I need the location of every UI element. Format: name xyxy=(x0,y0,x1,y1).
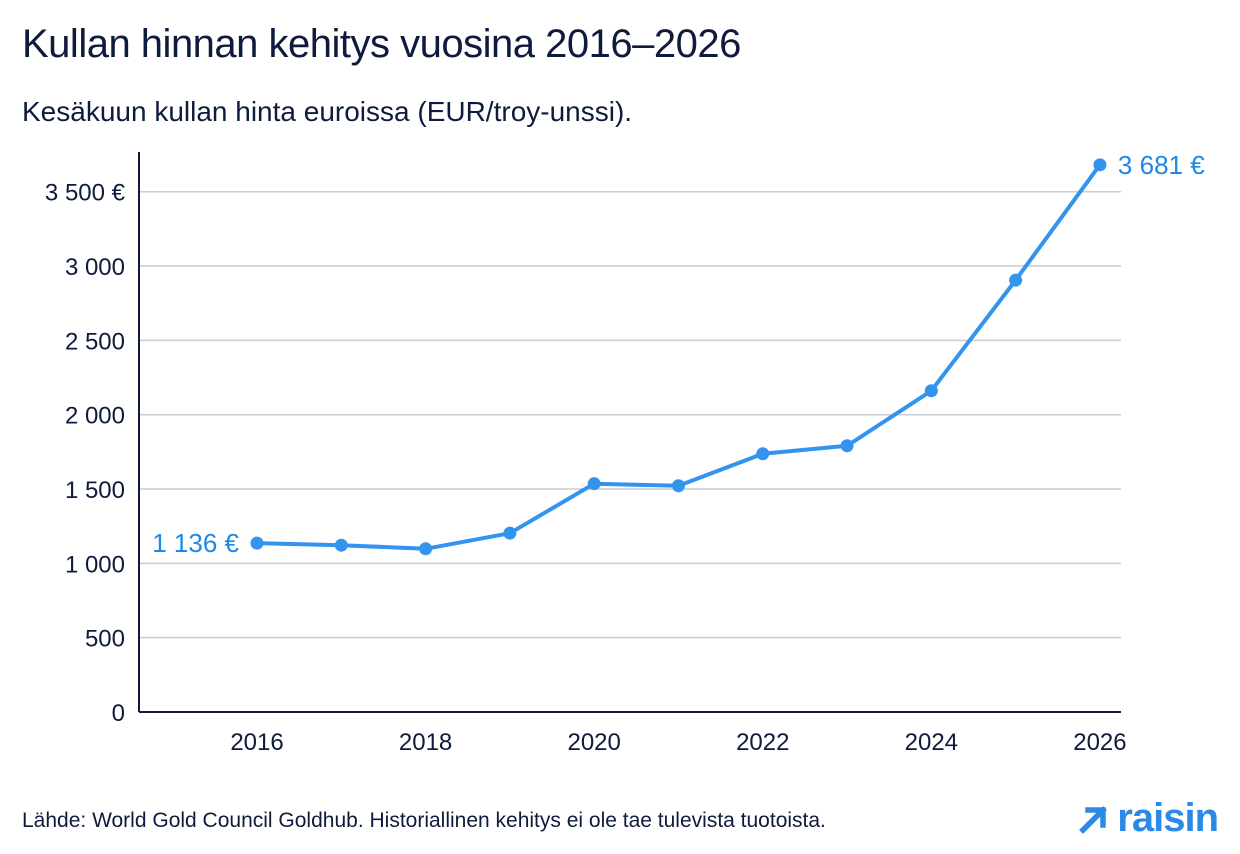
source-note: Lähde: World Gold Council Goldhub. Histo… xyxy=(22,809,826,832)
data-point-2025 xyxy=(1009,273,1023,287)
x-tick-label: 2022 xyxy=(736,729,789,756)
chart-title: Kullan hinnan kehitys vuosina 2016–2026 xyxy=(22,22,741,66)
x-axis-ticks: 2016 2018 2020 2022 2024 2026 xyxy=(230,729,1126,756)
x-tick-label: 2016 xyxy=(230,729,283,756)
grid-lines xyxy=(139,190,1121,639)
raisin-logo[interactable]: raisin xyxy=(1077,796,1219,841)
data-label: 1 136 € xyxy=(152,528,239,558)
data-point-2024 xyxy=(924,384,938,398)
y-tick-label: 500 xyxy=(85,626,125,653)
data-point-2021 xyxy=(671,479,685,493)
arrow-up-right-icon xyxy=(1079,805,1108,834)
series-gold-price xyxy=(250,158,1107,556)
y-tick-label: 1 000 xyxy=(65,551,125,578)
x-tick-label: 2018 xyxy=(399,729,452,756)
y-axis-ticks: 0 500 1 000 1 500 2 000 2 500 3 000 3 500 € xyxy=(45,180,126,727)
x-tick-label: 2024 xyxy=(905,729,958,756)
y-tick-label: 2 000 xyxy=(65,403,125,430)
chart-subtitle: Kesäkuun kullan hinta euroissa (EUR/troy… xyxy=(22,96,633,127)
data-point-2022 xyxy=(756,447,770,461)
data-point-2019 xyxy=(503,526,517,540)
y-tick-label: 2 500 xyxy=(65,328,125,355)
data-point-2018 xyxy=(419,542,433,556)
data-point-2016 xyxy=(250,536,264,550)
x-tick-label: 2020 xyxy=(567,729,620,756)
y-tick-label: 3 500 € xyxy=(45,180,126,207)
data-point-2020 xyxy=(587,477,601,491)
data-point-2017 xyxy=(334,538,348,552)
y-tick-label: 1 500 xyxy=(65,477,125,504)
y-tick-label: 0 xyxy=(112,700,125,727)
data-label: 3 681 € xyxy=(1118,150,1205,180)
data-point-2026 xyxy=(1093,158,1107,172)
axes xyxy=(138,152,1121,713)
data-point-2023 xyxy=(840,439,854,453)
x-tick-label: 2026 xyxy=(1073,729,1126,756)
data-labels: 1 136 € 3 681 € xyxy=(152,150,1205,558)
logo-text: raisin xyxy=(1117,796,1219,840)
y-tick-label: 3 000 xyxy=(65,254,125,281)
